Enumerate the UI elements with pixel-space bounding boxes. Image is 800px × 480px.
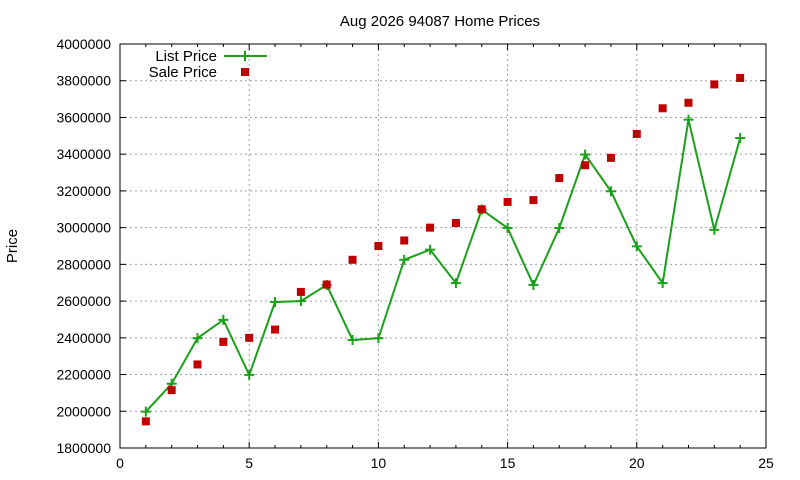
legend-marker-list-price bbox=[240, 51, 250, 61]
data-point-list-price bbox=[347, 335, 358, 346]
data-point-sale-price bbox=[193, 360, 202, 369]
data-point-sale-price bbox=[245, 333, 254, 342]
data-point-list-price bbox=[140, 406, 151, 417]
data-point-list-price bbox=[528, 279, 539, 290]
y-tick-label: 1800000 bbox=[56, 440, 111, 456]
data-point-sale-price bbox=[348, 255, 357, 264]
data-point-list-price bbox=[683, 114, 694, 125]
y-axis-label: Price bbox=[4, 229, 21, 263]
x-tick-label: 25 bbox=[758, 455, 774, 471]
y-tick-label: 2200000 bbox=[56, 367, 111, 383]
data-point-list-price bbox=[554, 223, 565, 234]
data-point-sale-price bbox=[271, 325, 280, 334]
data-point-sale-price bbox=[296, 287, 305, 296]
y-tick-label: 3600000 bbox=[56, 109, 111, 125]
chart-title: Aug 2026 94087 Home Prices bbox=[340, 13, 540, 30]
data-point-sale-price bbox=[141, 417, 150, 426]
data-point-sale-price bbox=[167, 386, 176, 395]
y-tick-label: 3400000 bbox=[56, 146, 111, 162]
data-point-list-price bbox=[373, 333, 384, 344]
data-point-list-price bbox=[580, 149, 591, 160]
data-point-list-price bbox=[735, 133, 746, 144]
data-point-sale-price bbox=[606, 153, 615, 162]
data-point-sale-price bbox=[374, 242, 383, 250]
legend: List Price Sale Price bbox=[149, 48, 267, 81]
series-layer bbox=[140, 73, 746, 426]
data-point-list-price bbox=[502, 223, 513, 234]
plot-frame bbox=[119, 43, 767, 449]
y-tick-label: 4000000 bbox=[56, 36, 111, 52]
legend-marker-sale-price bbox=[241, 68, 249, 76]
data-point-sale-price bbox=[400, 236, 409, 245]
data-point-list-price bbox=[192, 333, 203, 344]
data-point-sale-price bbox=[219, 337, 228, 346]
y-tick-label: 3800000 bbox=[56, 73, 111, 89]
data-point-sale-price bbox=[477, 205, 486, 214]
data-point-sale-price bbox=[632, 129, 641, 138]
x-tick-label: 0 bbox=[116, 455, 124, 471]
x-tick-label: 15 bbox=[500, 455, 516, 471]
data-point-sale-price bbox=[684, 98, 693, 107]
data-point-list-price bbox=[399, 254, 410, 265]
data-point-sale-price bbox=[529, 196, 538, 205]
data-point-list-price bbox=[244, 369, 255, 380]
series-line-list-price bbox=[145, 119, 742, 413]
data-point-list-price bbox=[218, 314, 229, 325]
y-tick-label: 2600000 bbox=[56, 293, 111, 309]
y-tick-label: 3200000 bbox=[56, 183, 111, 199]
data-point-sale-price bbox=[581, 161, 590, 170]
y-tick-label: 2000000 bbox=[56, 403, 111, 419]
y-tick-label: 3000000 bbox=[56, 220, 111, 236]
x-tick-label: 5 bbox=[245, 455, 253, 471]
x-tick-label: 20 bbox=[629, 455, 645, 471]
x-tick-label: 10 bbox=[371, 455, 387, 471]
data-point-sale-price bbox=[503, 197, 512, 206]
data-point-sale-price bbox=[736, 73, 745, 82]
data-point-sale-price bbox=[555, 174, 564, 183]
data-point-sale-price bbox=[451, 219, 460, 228]
data-point-sale-price bbox=[322, 280, 331, 289]
data-point-list-price bbox=[450, 278, 461, 289]
legend-label-list-price: List Price bbox=[155, 48, 217, 65]
data-point-sale-price bbox=[710, 80, 719, 89]
data-point-list-price bbox=[295, 296, 306, 307]
data-point-list-price bbox=[709, 224, 720, 235]
data-point-list-price bbox=[631, 241, 642, 252]
y-tick-label: 2400000 bbox=[56, 330, 111, 346]
data-point-sale-price bbox=[658, 104, 667, 113]
data-point-list-price bbox=[425, 244, 436, 255]
data-point-sale-price bbox=[426, 223, 435, 232]
y-tick-label: 2800000 bbox=[56, 256, 111, 272]
data-point-list-price bbox=[270, 297, 281, 308]
legend-label-sale-price: Sale Price bbox=[149, 64, 217, 81]
data-point-list-price bbox=[605, 186, 616, 197]
data-point-list-price bbox=[657, 278, 668, 289]
axis-ticks: 0 5 10 15 20 25 1800000 2000000 2200000 2400000 26… bbox=[56, 36, 774, 471]
